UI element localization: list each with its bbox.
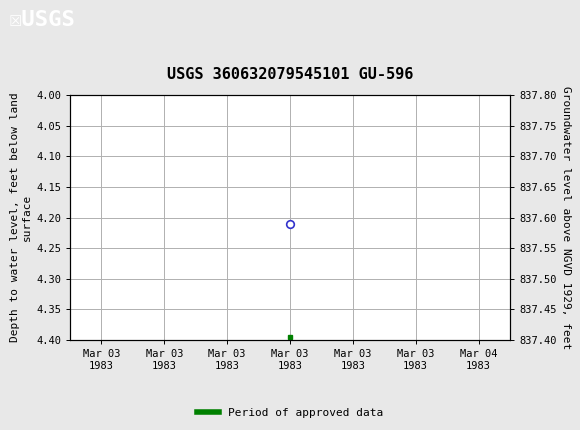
- Legend: Period of approved data: Period of approved data: [193, 403, 387, 422]
- Text: USGS 360632079545101 GU-596: USGS 360632079545101 GU-596: [167, 67, 413, 82]
- Y-axis label: Depth to water level, feet below land
surface: Depth to water level, feet below land su…: [10, 92, 32, 342]
- Text: ☒USGS: ☒USGS: [9, 10, 75, 30]
- Y-axis label: Groundwater level above NGVD 1929, feet: Groundwater level above NGVD 1929, feet: [561, 86, 571, 349]
